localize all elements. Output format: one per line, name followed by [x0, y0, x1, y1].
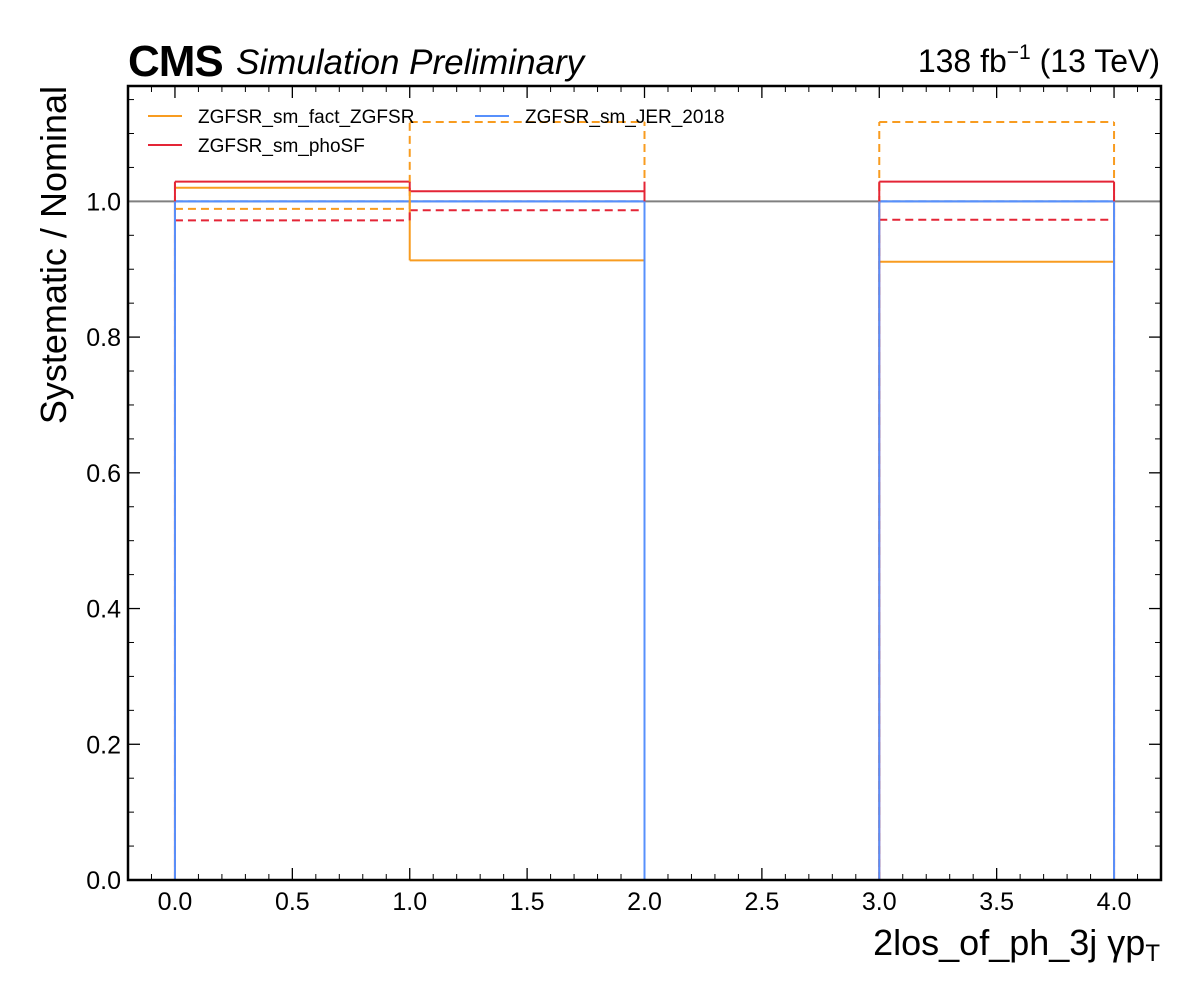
legend: ZGFSR_sm_fact_ZGFSR ZGFSR_sm_phoSF ZGFSR_s… — [148, 107, 725, 157]
energy-label: (13 TeV) — [1031, 43, 1160, 79]
lumi-value: 138 fb — [918, 43, 1007, 79]
x-axis-label-subscript: T — [1145, 940, 1160, 967]
bin-edges — [173, 121, 1116, 880]
y-tick-label: 0.4 — [86, 596, 121, 624]
x-tick-label: 2.0 — [627, 888, 662, 916]
experiment-label: CMS — [128, 37, 223, 86]
y-axis-label: Systematic / Nominal — [33, 86, 74, 424]
lumi-exponent: −1 — [1007, 41, 1031, 64]
x-axis-label-main: 2los_of_ph_3j γp — [873, 922, 1145, 963]
x-tick-label: 1.5 — [510, 888, 545, 916]
legend-label: ZGFSR_sm_fact_ZGFSR — [198, 107, 414, 128]
x-tick-label: 2.5 — [745, 888, 780, 916]
x-tick-label: 1.0 — [392, 888, 427, 916]
y-tick-label: 0.8 — [86, 324, 121, 352]
y-tick-label: 0.6 — [86, 460, 121, 488]
x-tick-label: 0.5 — [275, 888, 310, 916]
luminosity-label: 138 fb−1 (13 TeV) — [918, 41, 1160, 79]
series-ZGFSR_sm_fact_ZGFSR-up — [174, 186, 1115, 263]
plot-frame — [126, 84, 1163, 882]
tick-labels-group: 0.0 0.5 1.0 1.5 2.0 2.5 3.0 3.5 4.0 0.0 0.2 0.4 0.6 0… — [86, 188, 1131, 916]
series-group — [173, 120, 1116, 880]
series-ZGFSR_sm_phoSF-up — [174, 180, 1115, 193]
x-tick-label: 3.5 — [979, 888, 1014, 916]
series-ZGFSR_sm_phoSF-down — [174, 209, 1115, 222]
y-tick-label: 0.2 — [86, 731, 121, 759]
legend-label: ZGFSR_sm_phoSF — [198, 136, 365, 157]
status-label: Simulation Preliminary — [236, 43, 587, 82]
x-tick-label: 0.0 — [158, 888, 193, 916]
y-tick-label: 1.0 — [86, 188, 121, 216]
y-tick-label: 0.0 — [86, 867, 121, 895]
x-tick-label: 4.0 — [1097, 888, 1132, 916]
legend-label: ZGFSR_sm_JER_2018 — [525, 107, 725, 128]
series-ZGFSR_sm_fact_ZGFSR-down — [174, 120, 1115, 210]
x-tick-label: 3.0 — [862, 888, 897, 916]
x-axis-label: 2los_of_ph_3j γpT — [873, 922, 1160, 967]
